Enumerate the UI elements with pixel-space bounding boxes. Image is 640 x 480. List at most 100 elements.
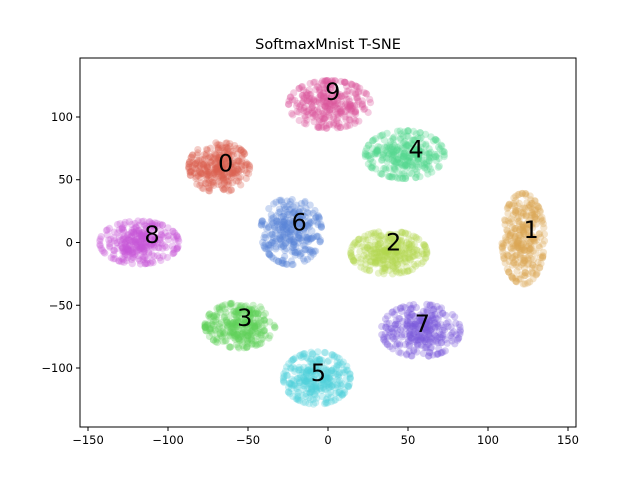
cluster-9-point [329,106,337,114]
cluster-1-point [511,234,519,242]
cluster-1-point [536,207,544,215]
cluster-8-point [149,236,157,244]
cluster-2-point [348,243,356,251]
cluster-3-point [202,327,210,335]
cluster-1-point [512,277,520,286]
cluster-2-point [386,245,394,253]
cluster-0-point [217,153,225,161]
cluster-3-point [254,310,262,318]
cluster-6-point [271,226,279,234]
cluster-2-point [374,256,382,264]
cluster-8-point [151,234,159,242]
cluster-8-point [110,234,118,242]
cluster-9-point [342,82,351,90]
cluster-6-point [290,208,298,216]
cluster-0-point [207,158,215,166]
cluster-1-point [526,249,534,257]
cluster-5-point [306,389,314,397]
cluster-5-point [332,370,340,378]
cluster-3-point [234,309,242,317]
cluster-6-point [291,231,299,239]
cluster-2-point [375,228,383,236]
cluster-9-point [319,95,327,103]
cluster-9-point [305,106,313,114]
cluster-7-point [425,352,433,360]
cluster-3-point [234,318,242,326]
cluster-7-point [378,331,386,339]
cluster-8-point [134,242,142,250]
cluster-3-point [205,327,213,335]
cluster-9-point [351,82,359,90]
cluster-4-point [379,151,387,159]
cluster-9-point [325,99,333,107]
cluster-3-point [254,314,262,322]
cluster-5-point [295,363,303,371]
cluster-8-point [145,249,153,257]
cluster-9-point [325,106,334,114]
cluster-2-point [372,257,380,265]
cluster-0-point [219,184,227,192]
cluster-9-point [308,103,316,112]
cluster-1-point [529,275,537,283]
cluster-3-point [259,334,267,343]
cluster-3-point [215,304,223,313]
cluster-4-point [425,149,433,157]
cluster-0-point [223,173,231,181]
cluster-7-point [425,328,433,336]
cluster-4-point [435,162,443,170]
cluster-3-point [222,316,230,324]
cluster-7-point [404,335,412,343]
cluster-0-point [229,151,237,159]
cluster-9-point [299,91,307,100]
cluster-0-point [235,167,243,175]
cluster-2-point [394,252,402,261]
cluster-5-point [307,348,315,356]
cluster-9-point [348,80,356,88]
cluster-2-point [394,238,402,246]
cluster-5-point [293,395,301,403]
cluster-7-point [422,336,430,344]
cluster-2-point [351,238,359,246]
cluster-9-point [300,95,308,103]
cluster-0-point [201,166,210,175]
cluster-5-point [324,378,332,386]
cluster-0-point [241,149,249,158]
cluster-5-point [310,373,318,381]
cluster-8-point [143,259,151,268]
cluster-2-point [349,256,357,264]
cluster-8-point [163,253,171,262]
cluster-6-point [258,219,266,227]
cluster-9-point [330,115,338,123]
cluster-6-point [275,258,283,266]
cluster-8-point [120,228,128,236]
cluster-9-point [331,102,339,110]
cluster-8-point [128,238,136,246]
cluster-9-point [293,102,301,110]
cluster-0-point [191,164,199,173]
cluster-1-point [503,227,511,235]
cluster-4-point [391,147,399,156]
cluster-5-point [310,378,318,386]
cluster-5-point [306,389,314,397]
cluster-0-point [216,166,224,174]
cluster-5-point [328,367,336,375]
cluster-2-point [397,239,405,248]
cluster-6-point [279,232,287,240]
cluster-0-point [226,142,234,151]
cluster-3-point [228,328,236,336]
cluster-3-point [234,318,243,326]
cluster-3-point [254,323,262,331]
cluster-9-point [353,83,361,91]
cluster-8-point [132,236,140,244]
cluster-4-point [430,150,439,158]
x-tick-label: −150 [72,433,104,447]
cluster-8-point [131,250,139,259]
cluster-6-point [278,259,286,267]
cluster-6-point [260,243,269,251]
cluster-4-point [378,170,386,178]
cluster-3-point [243,321,251,329]
cluster-1-point [505,202,513,210]
cluster-6-point [301,257,309,265]
cluster-2-point [386,231,394,239]
cluster-9-point [308,102,317,110]
